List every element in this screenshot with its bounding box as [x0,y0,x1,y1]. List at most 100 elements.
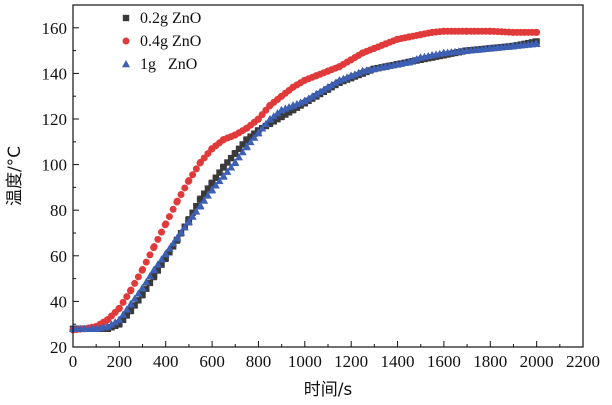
data-point [161,249,170,257]
data-point [138,283,147,291]
data-point [219,172,228,180]
data-point [139,265,147,273]
data-point [273,109,282,117]
data-point [158,228,166,236]
data-point [533,28,541,36]
data-point [134,289,143,297]
data-point [290,106,297,114]
x-tick-label: 1800 [473,352,507,371]
legend-marker [122,37,130,45]
data-point [107,320,116,328]
data-point [116,321,123,328]
x-tick-label: 800 [246,352,272,371]
legend-marker [122,14,130,22]
data-point [193,202,200,210]
data-point [166,249,173,256]
data-point [153,260,162,268]
data-point [111,322,119,330]
data-point [212,174,219,181]
data-point [123,312,130,319]
x-axis-title: 时间/s [304,380,353,400]
data-point [142,258,150,266]
data-point [269,112,278,120]
data-point [227,163,236,171]
y-tick-label: 100 [42,156,68,175]
y-tick-label: 40 [50,292,67,311]
data-point [316,87,325,95]
y-tick-label: 160 [42,19,68,38]
data-point [115,315,124,323]
data-point [165,244,174,252]
x-tick-label: 1000 [288,352,322,371]
data-point [146,279,154,287]
data-point [324,83,332,91]
y-tick-label: 120 [42,110,68,129]
data-point [266,115,275,123]
data-point [143,285,150,292]
data-point [192,207,201,215]
data-point [319,85,328,93]
x-axis-ticks: 0 200 400 600 800 1000 1200 1400 1600 1800 2000 220… [69,341,600,371]
data-point [266,120,274,127]
legend-marker [122,60,130,68]
series-3 [69,39,541,332]
data-point [224,159,231,166]
data-point [119,298,127,306]
data-point [150,273,158,280]
data-point [165,213,173,221]
data-point [157,255,166,263]
x-tick-label: 400 [153,352,179,371]
data-point [169,205,177,213]
data-point [154,235,162,243]
data-point [300,96,309,104]
data-point [304,94,313,102]
legend-label: 0.2g ZnO [140,10,201,27]
data-point [308,92,317,100]
data-point [246,137,255,146]
data-point [154,267,162,274]
data-point [254,128,263,136]
data-point [232,150,239,157]
data-point [282,111,289,118]
y-tick-label: 140 [42,64,68,83]
data-point [145,272,154,280]
data-point [169,239,178,247]
data-point [203,191,212,199]
data-point [111,318,120,326]
data-point [201,190,208,197]
data-point [192,165,200,173]
x-tick-label: 200 [107,352,133,371]
y-tick-label: 80 [50,201,67,220]
data-point [184,217,193,225]
data-point [122,305,131,313]
x-tick-label: 2200 [566,352,600,371]
y-tick-label: 60 [50,247,67,266]
data-point [200,196,209,204]
data-point [293,104,301,111]
data-point [142,277,151,286]
data-point [181,184,189,192]
data-point [327,80,336,89]
data-point [173,233,182,241]
data-point [238,148,247,156]
x-tick-label: 2000 [520,352,554,371]
data-point [173,197,181,205]
data-point [223,167,232,175]
data-point [208,185,217,193]
data-point [235,145,243,153]
data-point [258,124,267,132]
data-point [127,307,135,314]
legend: 0.2g ZnO 0.4g ZnO 1g ZnO [122,10,201,73]
data-point [204,185,212,192]
data-point [261,119,270,128]
x-tick-label: 600 [199,352,225,371]
data-point [162,220,170,228]
data-point [185,177,193,185]
data-point [242,142,251,150]
data-point [188,212,197,220]
data-point [278,113,285,120]
y-axis-title: 温度/°C [5,146,25,206]
legend-label: 1g ZnO [140,56,197,73]
data-point [216,169,223,176]
data-point [220,163,227,171]
